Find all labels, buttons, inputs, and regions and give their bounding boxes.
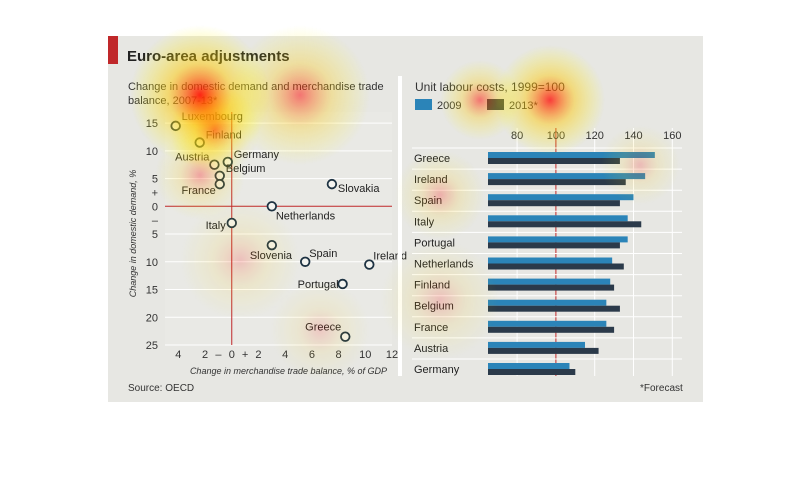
bar-2013: [488, 305, 620, 312]
legend-label-2009: 2009: [437, 100, 461, 112]
panel-divider: [398, 76, 402, 376]
bar-2009: [488, 320, 607, 327]
bar-category-label: Greece: [414, 153, 450, 165]
bar-xtick-label: 120: [586, 130, 604, 142]
bar-category-label: Finland: [414, 280, 450, 292]
bar-category-label: Portugal: [414, 237, 455, 249]
bar-2009: [488, 152, 655, 158]
bar-xtick-label: 160: [663, 130, 681, 142]
legend-swatch-2013: [487, 99, 504, 110]
bar-2013: [488, 326, 615, 333]
bar-category-label: Netherlands: [414, 259, 474, 271]
bar-category-label: Germany: [414, 364, 460, 376]
legend-swatch-2009: [415, 99, 432, 110]
bar-2013: [488, 158, 620, 164]
bar-2013: [488, 200, 620, 207]
bar-category-label: France: [414, 322, 448, 334]
source-note: Source: OECD: [128, 383, 195, 394]
footnote: *Forecast: [640, 383, 683, 394]
bar-2013: [488, 221, 642, 228]
bar-2013: [488, 347, 599, 354]
bar-xtick-label: 80: [511, 130, 523, 142]
bar-category-label: Spain: [414, 195, 442, 207]
bar-category-label: Ireland: [414, 174, 448, 186]
bar-2009: [488, 215, 628, 222]
bar-category-label: Austria: [414, 343, 449, 355]
legend-label-2013: 2013*: [509, 100, 538, 112]
bar-2009: [488, 236, 628, 243]
bar-2009: [488, 299, 607, 306]
bar-2013: [488, 179, 626, 186]
bar-2009: [488, 341, 585, 348]
bar-2009: [488, 278, 611, 285]
bar-category-label: Italy: [414, 216, 435, 228]
bar-2009: [488, 257, 613, 264]
bar-2009: [488, 194, 634, 201]
bar-xtick-label: 140: [624, 130, 642, 142]
bar-2013: [488, 242, 620, 249]
bar-2013: [488, 263, 624, 270]
bar-category-label: Belgium: [414, 301, 454, 313]
bar-2013: [488, 369, 576, 375]
bar-2009: [488, 363, 570, 369]
bar-2013: [488, 284, 615, 291]
bar-xtick-label: 100: [547, 130, 565, 142]
bar-2009: [488, 173, 646, 180]
